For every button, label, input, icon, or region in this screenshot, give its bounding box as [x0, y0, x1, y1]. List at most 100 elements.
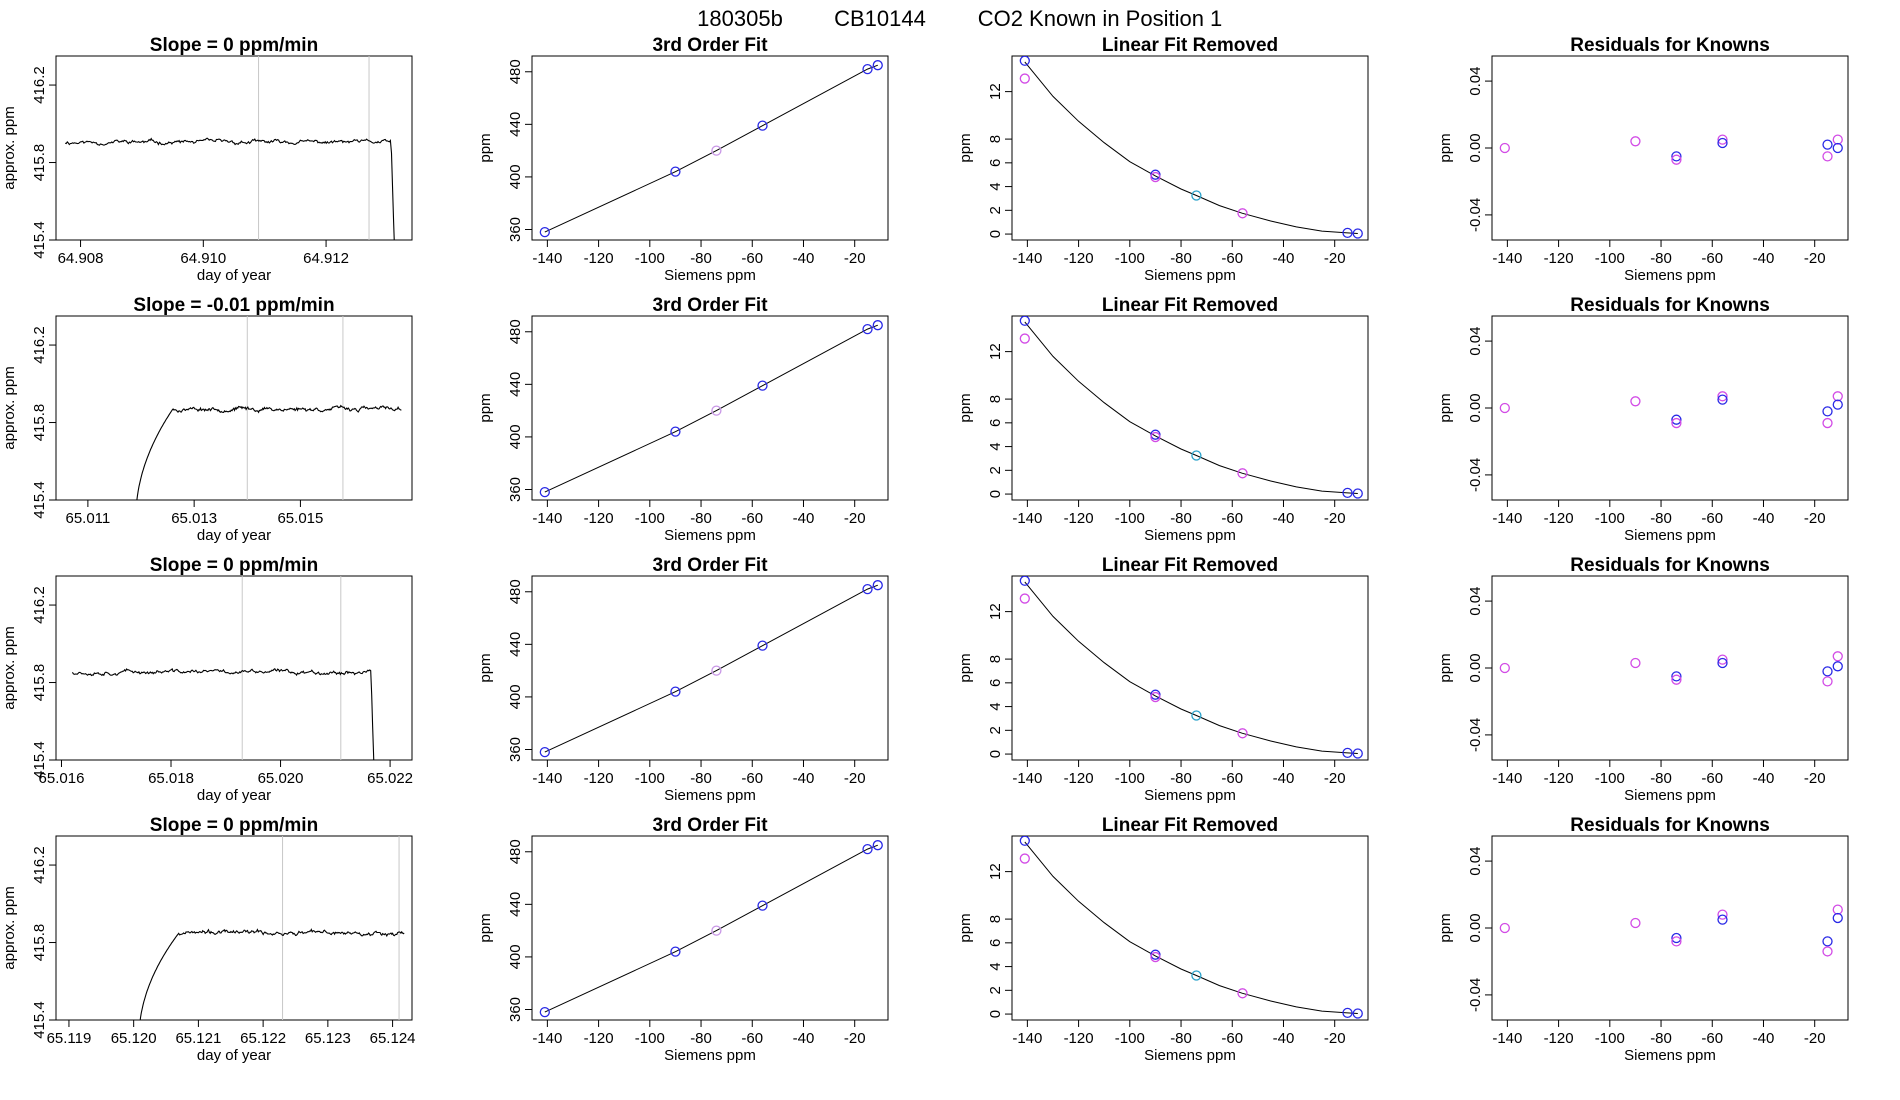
plot-body [1019, 836, 1363, 1019]
y-tick-label: 440 [507, 112, 524, 137]
plot-frame [531, 835, 889, 1021]
x-tick-label: -80 [1170, 250, 1192, 267]
x-axis-label: Siemens ppm [1624, 1047, 1716, 1064]
fit-curve [544, 64, 878, 233]
y-tick-label: 6 [987, 679, 1004, 687]
data-point [539, 226, 550, 238]
y-axis-label: approx. ppm [1, 366, 18, 449]
x-tick-label: -60 [1221, 770, 1243, 787]
y-axis: -0.04 0.00 0.04 [1467, 586, 1492, 752]
data-point [1671, 154, 1682, 165]
y-axis: 360 400 440 480 [507, 59, 532, 242]
y-tick-label: -0.04 [1467, 978, 1484, 1012]
x-axis: -140 -120 -100 -80 -60 -40 -20 [1492, 500, 1826, 527]
x-tick-label: -20 [1324, 250, 1346, 267]
data-point [1630, 917, 1641, 929]
y-axis: 415.4 415.8 416.2 [31, 846, 56, 1039]
y-tick-label: 8 [987, 655, 1004, 663]
x-tick-label: -140 [1492, 770, 1522, 787]
plot-body [136, 316, 402, 500]
data-point [1671, 932, 1682, 944]
plot-body [71, 576, 375, 760]
data-point [1191, 190, 1202, 201]
x-tick-label: 65.018 [148, 770, 194, 787]
panel-title: Linear Fit Removed [1102, 815, 1278, 836]
x-tick-label: -20 [844, 250, 866, 267]
data-point [1019, 853, 1030, 864]
ppm-trace [71, 667, 375, 760]
data-point [1237, 468, 1248, 479]
panel-title: 3rd Order Fit [652, 35, 768, 56]
y-tick-label: 6 [987, 159, 1004, 167]
y-tick-label: 416.2 [31, 66, 48, 104]
x-tick-label: -40 [1273, 510, 1295, 527]
y-tick-label: 360 [507, 217, 524, 242]
y-tick-label: 2 [987, 726, 1004, 734]
x-tick-label: -40 [793, 1030, 815, 1047]
plot-frame [55, 315, 413, 501]
y-tick-label: 12 [987, 83, 1004, 100]
fit-curve [1024, 61, 1358, 234]
y-axis-label: ppm [1437, 913, 1454, 942]
plot-frame [55, 575, 413, 761]
x-axis-label: Siemens ppm [1624, 787, 1716, 804]
plot-body [1499, 651, 1843, 687]
data-point [1150, 431, 1161, 443]
x-tick-label: -20 [1804, 510, 1826, 527]
data-point [757, 900, 768, 911]
panel-title: Slope = -0.01 ppm/min [133, 295, 334, 316]
x-tick-label: 65.020 [258, 770, 304, 787]
y-axis: -0.04 0.00 0.04 [1467, 66, 1492, 232]
data-point [539, 1006, 550, 1018]
x-tick-label: -140 [1012, 510, 1042, 527]
data-point [872, 580, 883, 591]
x-tick-label: -60 [1701, 250, 1723, 267]
x-tick-label: -100 [635, 770, 665, 787]
data-point [1671, 414, 1682, 425]
data-point [1191, 970, 1202, 981]
ppm-trace [64, 137, 395, 240]
data-point [1352, 748, 1363, 759]
y-tick-label: 12 [987, 603, 1004, 620]
x-tick-label: 65.124 [370, 1030, 416, 1047]
y-tick-label: 400 [507, 684, 524, 709]
plot-frame [1011, 835, 1369, 1021]
y-tick-label: 400 [507, 164, 524, 189]
data-point [757, 640, 768, 651]
data-point [1237, 728, 1248, 739]
x-tick-label: -80 [1170, 510, 1192, 527]
y-tick-label: 480 [507, 839, 524, 864]
y-tick-label: -0.04 [1467, 458, 1484, 492]
y-axis: 360 400 440 480 [507, 839, 532, 1022]
y-axis-label: ppm [957, 653, 974, 682]
data-point [1342, 487, 1353, 499]
x-tick-label: -120 [1544, 770, 1574, 787]
data-point [1822, 406, 1833, 417]
data-point [1150, 691, 1161, 703]
x-tick-label: -40 [1753, 510, 1775, 527]
x-tick-label: -80 [1650, 770, 1672, 787]
x-axis-label: Siemens ppm [1624, 267, 1716, 284]
data-point [1352, 1008, 1363, 1019]
data-point [872, 320, 883, 331]
data-point [711, 145, 722, 156]
plot-body [1499, 904, 1843, 957]
panel-title: Residuals for Knowns [1570, 555, 1770, 576]
y-tick-label: 8 [987, 135, 1004, 143]
x-tick-label: -20 [844, 770, 866, 787]
x-tick-label: -20 [1324, 510, 1346, 527]
y-axis-label: ppm [957, 393, 974, 422]
y-tick-label: 4 [987, 962, 1004, 970]
x-axis-label: day of year [197, 267, 271, 284]
plot-body [1019, 316, 1363, 499]
x-tick-label: -140 [532, 770, 562, 787]
plot-frame [55, 55, 413, 241]
data-point [1717, 909, 1728, 920]
x-axis: -140 -120 -100 -80 -60 -40 -20 [1012, 1020, 1346, 1047]
plot-body [1019, 56, 1363, 239]
x-tick-label: -60 [1701, 770, 1723, 787]
y-axis: -0.04 0.00 0.04 [1467, 846, 1492, 1012]
y-tick-label: 0 [987, 1010, 1004, 1018]
x-tick-label: -60 [741, 1030, 763, 1047]
